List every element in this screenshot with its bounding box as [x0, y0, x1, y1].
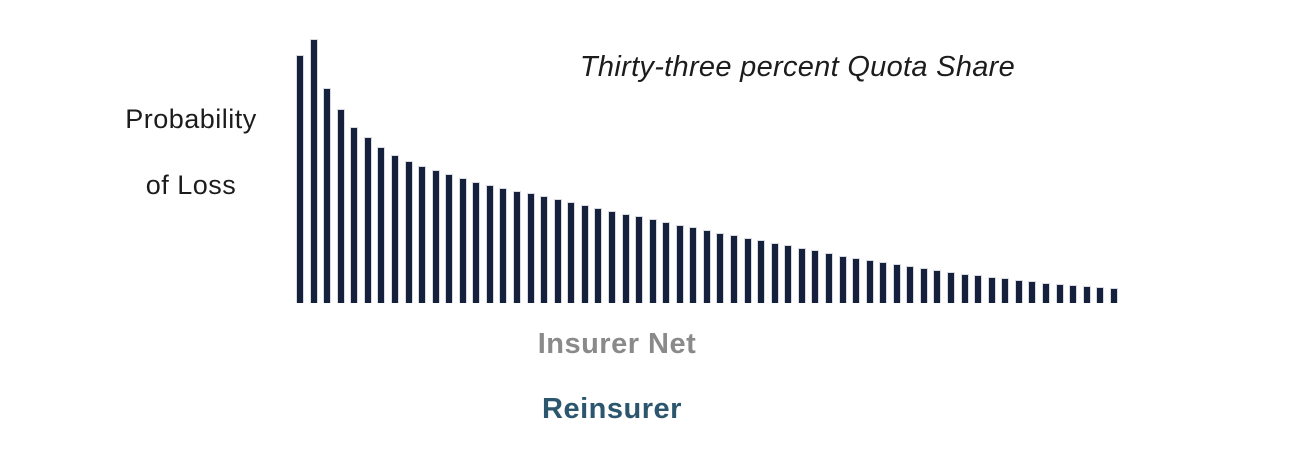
- bar: [458, 178, 467, 303]
- bar: [526, 193, 535, 303]
- bar: [404, 161, 413, 303]
- bar: [716, 233, 725, 303]
- bar: [648, 219, 657, 303]
- bar-chart: [296, 39, 1118, 303]
- bar: [418, 166, 427, 303]
- bar: [662, 222, 671, 303]
- bar: [621, 214, 630, 303]
- bar: [689, 227, 698, 303]
- bar: [974, 275, 983, 303]
- bar: [296, 55, 304, 303]
- bar: [1082, 286, 1091, 303]
- bar: [1014, 280, 1023, 303]
- bar: [702, 230, 711, 303]
- bar: [865, 260, 874, 303]
- bar: [635, 216, 644, 303]
- bar: [784, 245, 793, 303]
- bar: [852, 258, 861, 303]
- bar: [513, 191, 521, 303]
- bar: [960, 274, 969, 303]
- bar: [377, 147, 386, 303]
- bar: [933, 270, 942, 303]
- bar: [499, 188, 508, 303]
- bar: [390, 155, 399, 303]
- bar: [1109, 288, 1118, 303]
- bar: [838, 256, 847, 303]
- bar: [567, 202, 576, 303]
- bar: [445, 174, 454, 303]
- bar: [472, 182, 481, 303]
- bar: [1001, 278, 1010, 303]
- chart-title: Thirty-three percent Quota Share: [579, 51, 1016, 83]
- bar: [1041, 283, 1050, 303]
- legend-label-insurer-net: Insurer Net: [537, 328, 697, 360]
- bar: [987, 277, 996, 303]
- bar: [730, 235, 738, 303]
- bar: [770, 243, 779, 303]
- bar: [336, 109, 345, 303]
- bar: [485, 185, 494, 303]
- bar: [553, 199, 562, 303]
- bar: [675, 225, 684, 303]
- bar: [309, 39, 318, 303]
- bar: [797, 248, 806, 303]
- bar: [350, 127, 359, 303]
- bar: [1096, 287, 1105, 303]
- bar: [540, 196, 549, 303]
- y-axis-label-line2: of Loss: [145, 170, 237, 200]
- bar: [594, 208, 603, 303]
- bar: [1055, 284, 1064, 303]
- bar: [1028, 281, 1037, 303]
- bar: [757, 240, 766, 303]
- bar: [879, 262, 888, 303]
- legend-label-reinsurer: Reinsurer: [542, 393, 682, 425]
- bar: [919, 268, 928, 303]
- bar: [947, 272, 955, 303]
- bar: [431, 170, 440, 303]
- bar: [607, 211, 616, 303]
- bar: [811, 250, 820, 303]
- bar: [824, 253, 833, 303]
- y-axis-label-line1: Probability: [125, 104, 257, 134]
- bar: [906, 266, 915, 303]
- bar: [743, 238, 752, 303]
- bar: [1069, 285, 1078, 303]
- y-axis-label: Probability of Loss: [101, 103, 281, 202]
- bar: [363, 137, 372, 303]
- bar: [892, 264, 901, 303]
- bar: [580, 205, 589, 303]
- bar: [323, 88, 332, 303]
